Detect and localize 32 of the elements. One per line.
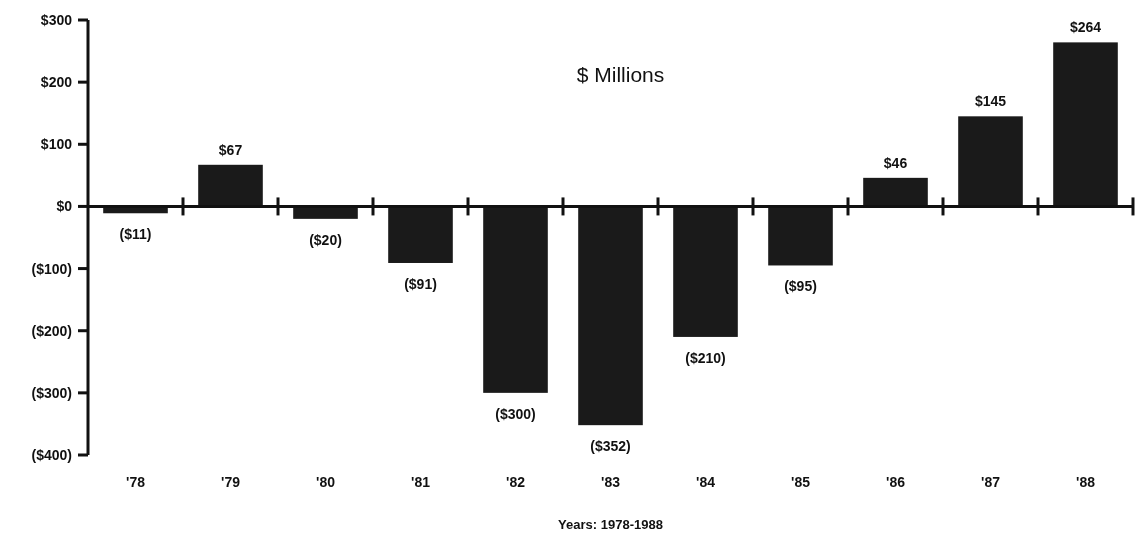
x-tick-label: '83 <box>601 474 621 490</box>
x-tick-label: '82 <box>506 474 526 490</box>
x-tick-label: '78 <box>126 474 146 490</box>
y-tick-label: $100 <box>40 136 73 153</box>
x-tick-label: '80 <box>316 474 336 490</box>
data-label: $46 <box>883 154 908 171</box>
data-label: ($11) <box>119 226 152 243</box>
x-tick-label: '88 <box>1076 474 1096 490</box>
x-tick-label: '79 <box>221 474 241 490</box>
y-tick-label: ($400) <box>31 447 72 463</box>
data-label: $67 <box>218 141 243 158</box>
data-label: ($210) <box>685 349 726 366</box>
y-tick-label: $300 <box>40 12 73 28</box>
data-label: ($95) <box>784 278 817 295</box>
x-tick-label: '86 <box>886 474 906 490</box>
data-label: ($300) <box>495 405 536 422</box>
x-axis-title: Years: 1978-1988 <box>558 517 663 532</box>
x-tick-label: '81 <box>411 474 431 490</box>
data-label: $264 <box>1069 19 1102 36</box>
data-label: ($20) <box>309 231 342 248</box>
y-tick-label: ($100) <box>31 260 72 277</box>
text: $ Millions <box>576 63 665 87</box>
data-label: ($352) <box>590 438 631 455</box>
y-tick-label: $0 <box>56 198 73 215</box>
y-tick-label: ($200) <box>31 322 72 339</box>
data-label: ($91) <box>404 275 437 292</box>
y-tick-label: ($300) <box>31 384 72 401</box>
x-tick-label: '85 <box>791 474 811 490</box>
x-tick-label: '87 <box>981 474 1001 490</box>
y-tick-label: $200 <box>40 74 73 91</box>
x-tick-label: '84 <box>696 474 716 490</box>
data-label: $145 <box>974 93 1007 110</box>
